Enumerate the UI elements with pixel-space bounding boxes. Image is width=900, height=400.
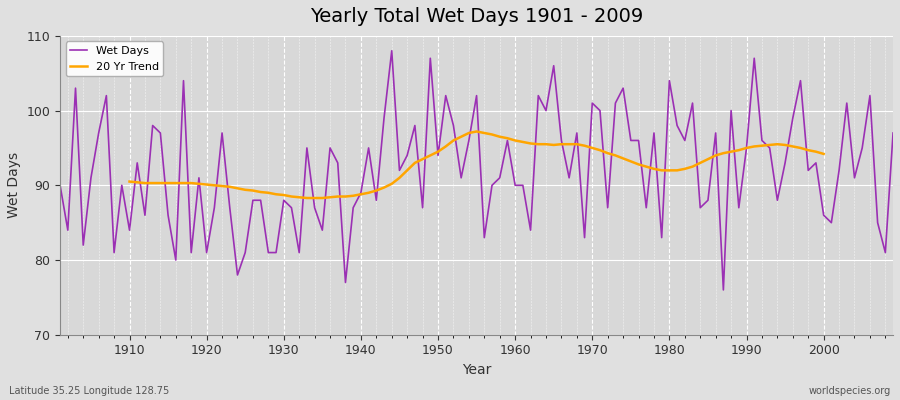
- Title: Yearly Total Wet Days 1901 - 2009: Yearly Total Wet Days 1901 - 2009: [310, 7, 644, 26]
- Y-axis label: Wet Days: Wet Days: [7, 152, 21, 218]
- 20 Yr Trend: [818, 152, 829, 156]
- Line: Wet Days: Wet Days: [60, 51, 893, 290]
- Wet Days: [332, 160, 343, 165]
- Wet Days: [518, 183, 528, 188]
- Text: worldspecies.org: worldspecies.org: [809, 386, 891, 396]
- 20 Yr Trend: [310, 196, 320, 200]
- Line: 20 Yr Trend: 20 Yr Trend: [130, 132, 824, 198]
- Wet Days: [386, 48, 397, 53]
- 20 Yr Trend: [541, 142, 552, 147]
- Wet Days: [509, 183, 520, 188]
- Wet Days: [610, 101, 621, 106]
- Wet Days: [286, 205, 297, 210]
- Text: Latitude 35.25 Longitude 128.75: Latitude 35.25 Longitude 128.75: [9, 386, 169, 396]
- Wet Days: [55, 183, 66, 188]
- 20 Yr Trend: [209, 183, 220, 188]
- Wet Days: [887, 130, 898, 135]
- 20 Yr Trend: [124, 179, 135, 184]
- Wet Days: [718, 288, 729, 292]
- Legend: Wet Days, 20 Yr Trend: Wet Days, 20 Yr Trend: [66, 41, 163, 76]
- 20 Yr Trend: [286, 194, 297, 199]
- 20 Yr Trend: [472, 129, 482, 134]
- X-axis label: Year: Year: [462, 363, 491, 377]
- Wet Days: [116, 183, 127, 188]
- 20 Yr Trend: [725, 149, 736, 154]
- 20 Yr Trend: [302, 196, 312, 200]
- 20 Yr Trend: [811, 149, 822, 154]
